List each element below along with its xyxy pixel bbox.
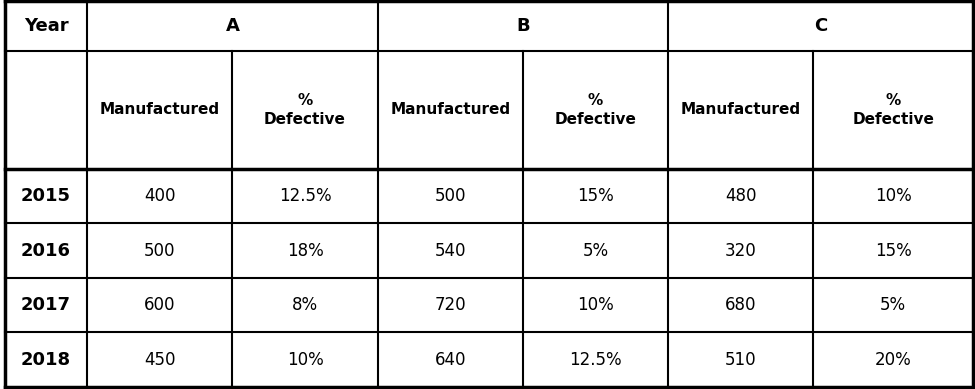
- Text: Manufactured: Manufactured: [390, 102, 510, 117]
- Text: A: A: [225, 17, 239, 35]
- Text: 18%: 18%: [287, 242, 324, 259]
- Text: C: C: [814, 17, 827, 35]
- Text: 540: 540: [435, 242, 466, 259]
- Text: Manufactured: Manufactured: [681, 102, 800, 117]
- Text: 15%: 15%: [577, 187, 614, 205]
- Text: 5%: 5%: [880, 296, 906, 314]
- Text: 2017: 2017: [21, 296, 71, 314]
- Text: 12.5%: 12.5%: [569, 350, 622, 369]
- Text: Manufactured: Manufactured: [99, 102, 219, 117]
- Text: 2018: 2018: [20, 350, 71, 369]
- Text: %
Defective: % Defective: [852, 93, 934, 127]
- Text: 510: 510: [724, 350, 757, 369]
- Text: 720: 720: [435, 296, 466, 314]
- Text: 320: 320: [724, 242, 757, 259]
- Text: 680: 680: [725, 296, 757, 314]
- Text: 640: 640: [435, 350, 466, 369]
- Text: 10%: 10%: [577, 296, 614, 314]
- Text: 8%: 8%: [292, 296, 318, 314]
- Text: %
Defective: % Defective: [264, 93, 346, 127]
- Text: 10%: 10%: [875, 187, 912, 205]
- Text: 5%: 5%: [582, 242, 608, 259]
- Text: 15%: 15%: [875, 242, 912, 259]
- Text: Year: Year: [23, 17, 68, 35]
- Text: 10%: 10%: [287, 350, 324, 369]
- Text: 20%: 20%: [875, 350, 912, 369]
- Text: 600: 600: [144, 296, 175, 314]
- Text: 2016: 2016: [21, 242, 71, 259]
- Text: 480: 480: [725, 187, 757, 205]
- Text: 450: 450: [144, 350, 175, 369]
- Text: 500: 500: [144, 242, 175, 259]
- Text: %
Defective: % Defective: [555, 93, 637, 127]
- Text: B: B: [516, 17, 529, 35]
- Text: 500: 500: [435, 187, 466, 205]
- Text: 400: 400: [144, 187, 175, 205]
- Text: 12.5%: 12.5%: [279, 187, 332, 205]
- Text: 2015: 2015: [21, 187, 71, 205]
